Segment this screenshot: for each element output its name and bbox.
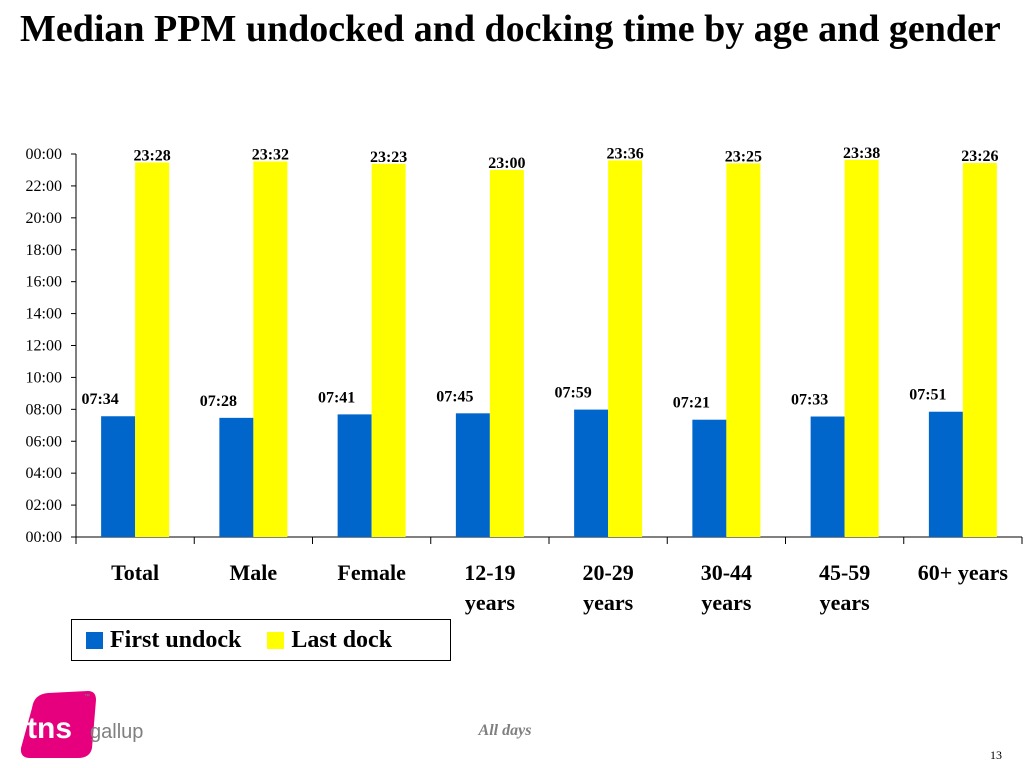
data-label: 23:00 bbox=[488, 155, 525, 172]
page-title: Median PPM undocked and docking time by … bbox=[20, 8, 1001, 50]
bar-first-undock bbox=[101, 416, 136, 537]
footer-note: All days bbox=[478, 722, 532, 739]
bar-last-dock bbox=[371, 163, 406, 537]
data-label: 07:59 bbox=[554, 385, 591, 402]
y-tick-label: 16:00 bbox=[26, 274, 62, 291]
data-label: 07:21 bbox=[673, 395, 710, 412]
data-label: 23:28 bbox=[133, 148, 170, 165]
data-label: 07:45 bbox=[436, 388, 473, 405]
y-tick-label: 06:00 bbox=[26, 433, 62, 450]
chart-legend: First undock Last dock bbox=[71, 619, 451, 661]
x-category-label: Female bbox=[337, 560, 406, 585]
x-category-label: years bbox=[583, 590, 634, 615]
bar-last-dock bbox=[962, 163, 997, 537]
data-label: 07:41 bbox=[318, 389, 355, 406]
data-label: 07:33 bbox=[791, 392, 828, 409]
x-category-label: years bbox=[701, 590, 752, 615]
bar-first-undock bbox=[928, 411, 963, 537]
x-category-label: Male bbox=[230, 560, 278, 585]
bar-chart: 00:00 02:00 04:00 06:00 08:00 10:00 12:00 14:00… bbox=[26, 145, 1023, 615]
x-category-label: 12-19 bbox=[464, 560, 515, 585]
bar-last-dock bbox=[844, 159, 879, 538]
bar-last-dock bbox=[726, 163, 761, 537]
legend-label-last-dock: Last dock bbox=[291, 626, 393, 653]
logo-tm: ™ bbox=[84, 693, 90, 700]
y-tick-label: 12:00 bbox=[26, 338, 62, 355]
data-label: 07:51 bbox=[909, 387, 946, 404]
x-category-label: years bbox=[820, 590, 871, 615]
data-label: 23:25 bbox=[725, 148, 762, 165]
data-label: 23:23 bbox=[370, 149, 407, 166]
bar-first-undock bbox=[337, 414, 372, 537]
bar-last-dock bbox=[253, 161, 288, 538]
data-label: 23:26 bbox=[961, 148, 998, 165]
x-category-label: Total bbox=[111, 560, 159, 585]
y-tick-label: 14:00 bbox=[26, 306, 62, 323]
logo-brand-text: tns bbox=[27, 712, 72, 745]
bar-last-dock bbox=[608, 160, 643, 537]
bar-first-undock bbox=[692, 419, 727, 537]
page-number: 13 bbox=[990, 748, 1002, 762]
y-tick-label: 18:00 bbox=[26, 242, 62, 259]
legend-item-last-dock: Last dock bbox=[267, 627, 392, 654]
data-label: 23:36 bbox=[606, 145, 643, 162]
data-label: 07:34 bbox=[81, 391, 118, 408]
data-label: 07:28 bbox=[200, 393, 237, 410]
x-category-label: 30-44 bbox=[701, 560, 752, 585]
bar-last-dock bbox=[135, 162, 170, 537]
legend-swatch-last-dock bbox=[267, 631, 285, 649]
y-tick-label: 08:00 bbox=[26, 401, 62, 418]
data-label: 23:38 bbox=[843, 145, 880, 162]
x-category-label: 45-59 bbox=[819, 560, 870, 585]
legend-swatch-first-undock bbox=[86, 631, 103, 649]
y-tick-label: 10:00 bbox=[26, 369, 62, 386]
bar-first-undock bbox=[219, 417, 254, 537]
x-category-label: 20-29 bbox=[582, 560, 633, 585]
bar-first-undock bbox=[455, 413, 490, 537]
tns-gallup-logo: tns gallup ™ bbox=[20, 691, 143, 758]
y-tick-label: 22:00 bbox=[26, 178, 62, 195]
logo-shape bbox=[20, 691, 97, 758]
y-tick-label: 02:00 bbox=[26, 497, 62, 514]
y-tick-label: 04:00 bbox=[26, 465, 62, 482]
x-category-label: years bbox=[465, 590, 516, 615]
legend-item-first-undock: First undock bbox=[86, 627, 241, 654]
y-tick-label: 20:00 bbox=[26, 210, 62, 227]
bar-first-undock bbox=[810, 416, 845, 537]
y-tick-label: 00:00 bbox=[26, 529, 62, 546]
bar-last-dock bbox=[489, 169, 524, 538]
legend-label-first-undock: First undock bbox=[110, 626, 242, 653]
logo-sub-text: gallup bbox=[90, 721, 143, 743]
x-category-label: 60+ years bbox=[918, 560, 1009, 585]
data-label: 23:32 bbox=[252, 146, 289, 163]
y-tick-label: 00:00 bbox=[26, 146, 62, 163]
bar-first-undock bbox=[574, 409, 609, 537]
